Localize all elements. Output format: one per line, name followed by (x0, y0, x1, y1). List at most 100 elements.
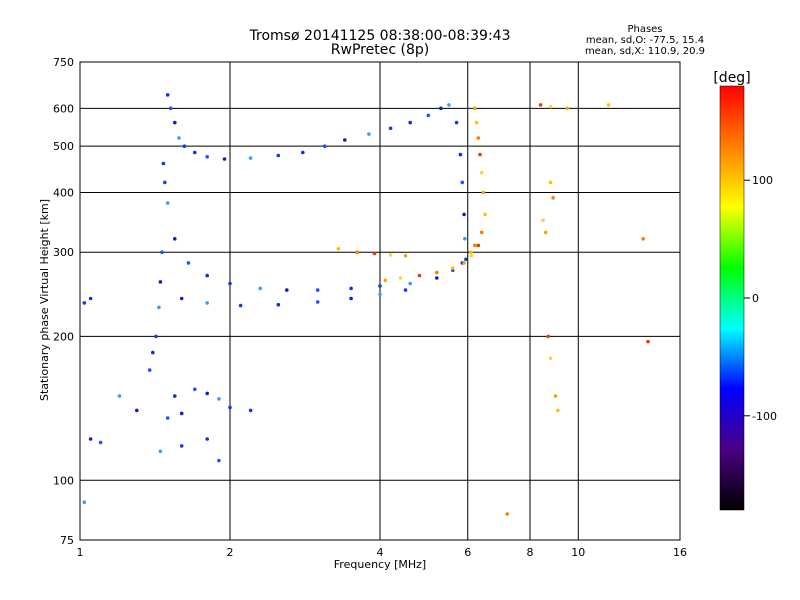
y-tick-label: 400 (53, 186, 74, 199)
data-point (285, 288, 289, 292)
data-point (447, 103, 451, 107)
data-point (205, 301, 209, 305)
colorbar-tick-label: 100 (752, 174, 773, 187)
data-point (398, 276, 403, 280)
y-tick-label: 200 (53, 330, 74, 343)
x-tick-label: 1 (77, 546, 84, 559)
data-point (177, 136, 181, 140)
x-tick-label: 4 (377, 546, 384, 559)
data-point (158, 449, 163, 454)
data-point (481, 190, 486, 195)
data-point (460, 180, 465, 185)
y-tick-label: 100 (53, 474, 74, 487)
data-point (383, 278, 388, 283)
data-point (151, 350, 155, 355)
data-point (82, 301, 87, 305)
data-point (163, 180, 167, 185)
data-point (179, 444, 184, 448)
data-point (228, 405, 232, 410)
grid-lines (80, 62, 680, 540)
data-point (483, 212, 487, 217)
data-point (417, 273, 422, 278)
data-point (548, 180, 553, 185)
data-point (462, 261, 466, 265)
data-point (276, 153, 281, 158)
chart-subtitle: RwPretec (8p) (331, 42, 429, 58)
data-point (473, 106, 477, 111)
data-point (543, 230, 548, 235)
data-point (147, 368, 152, 372)
data-point (173, 120, 177, 125)
data-point (479, 170, 484, 175)
data-point (165, 416, 170, 420)
data-point (469, 250, 474, 254)
data-point (355, 250, 360, 254)
data-point (158, 280, 163, 284)
x-tick-label: 2 (227, 546, 234, 559)
colorbar-gradient (719, 85, 745, 511)
data-point (193, 387, 197, 392)
data-point (556, 408, 560, 413)
y-tick-label: 600 (53, 102, 74, 115)
data-point (408, 281, 413, 286)
data-point (378, 292, 382, 297)
data-point (505, 512, 510, 516)
data-point (154, 334, 158, 339)
colorbar: [deg] 100 0 -100 (713, 70, 777, 511)
data-point (160, 250, 164, 254)
data-point (165, 93, 170, 97)
data-point (276, 302, 281, 307)
data-point (173, 237, 177, 241)
data-point (641, 237, 645, 241)
data-point (474, 120, 479, 125)
data-point (458, 152, 463, 157)
data-point (388, 253, 393, 257)
data-point (388, 126, 393, 131)
colorbar-label: [deg] (713, 70, 750, 86)
data-point (88, 296, 93, 301)
data-point (205, 155, 209, 159)
legend-entry-o: mean, sd,O: -77.5, 15.4 (586, 35, 704, 46)
data-point (217, 458, 221, 463)
data-point (157, 305, 161, 310)
data-point (182, 144, 187, 148)
plot-area: 1 2 4 6 8 10 16 75 100 200 300 400 500 600 750 (53, 56, 687, 559)
data-point (349, 286, 353, 291)
data-point (546, 334, 550, 339)
data-point (315, 288, 320, 292)
data-point (88, 437, 93, 441)
data-point (82, 500, 87, 505)
y-tick-labels: 75 100 200 300 400 500 600 750 (53, 56, 74, 547)
data-point (476, 136, 481, 140)
data-point (403, 288, 408, 292)
data-point (464, 257, 468, 262)
data-point (228, 281, 232, 286)
data-point (205, 391, 209, 396)
data-point (161, 161, 166, 166)
data-point (205, 273, 209, 278)
x-tick-labels: 1 2 4 6 8 10 16 (77, 546, 688, 559)
data-point (217, 397, 221, 401)
x-axis-label: Frequency [MHz] (334, 558, 426, 571)
phase-legend: Phases mean, sd,O: -77.5, 15.4 mean, sd,… (585, 24, 705, 57)
data-point (258, 286, 263, 291)
data-point (462, 212, 466, 217)
data-point (248, 156, 253, 160)
colorbar-tick-label: 0 (752, 292, 759, 305)
data-point (538, 103, 543, 107)
y-tick-label: 750 (53, 56, 74, 69)
legend-entry-x: mean, sd,X: 110.9, 20.9 (585, 46, 705, 57)
x-tick-label: 6 (464, 546, 471, 559)
data-point (301, 150, 305, 155)
legend-title: Phases (627, 24, 662, 35)
y-tick-label: 300 (53, 246, 74, 259)
data-point (473, 243, 477, 248)
data-point (435, 270, 439, 275)
data-point (248, 408, 253, 413)
data-point (315, 300, 320, 304)
data-point (451, 266, 455, 270)
data-point (469, 253, 474, 258)
data-point (426, 113, 431, 118)
data-point (179, 411, 184, 416)
